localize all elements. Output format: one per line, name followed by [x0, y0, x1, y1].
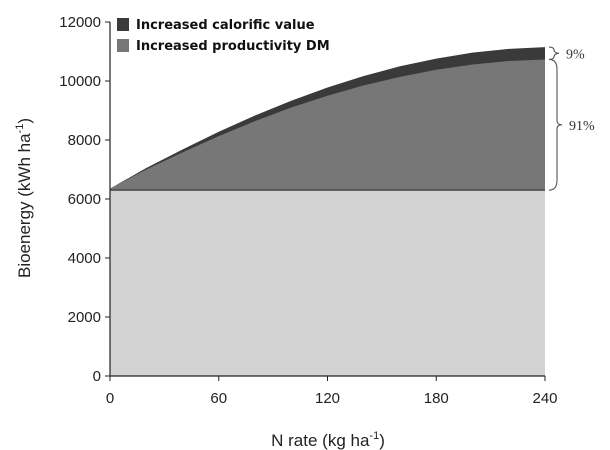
x-tick-label: 60 — [210, 390, 227, 407]
y-tick-label: 4000 — [68, 250, 101, 267]
annotation-label: 91% — [569, 119, 595, 134]
x-axis-title-superscript: -1 — [369, 430, 379, 442]
axes: 0 2000 4000 6000 8000 10000 12000 0 60 120 180 240 — [59, 14, 557, 407]
annotations: 9% 91% — [548, 46, 595, 191]
legend-swatch — [117, 18, 129, 31]
series-area-1 — [110, 59, 545, 191]
plot-area — [110, 47, 545, 376]
baseline-area — [110, 190, 545, 376]
legend-label: Increased calorific value — [136, 18, 315, 33]
y-tick-label: 12000 — [59, 14, 101, 31]
legend-swatch — [117, 39, 129, 52]
x-tick-label: 120 — [315, 390, 340, 407]
x-tick-label: 240 — [532, 390, 557, 407]
brace-1 — [548, 58, 563, 191]
brace-0 — [548, 46, 560, 61]
x-tick-label: 180 — [424, 390, 449, 407]
y-tick-label: 8000 — [68, 132, 101, 149]
y-tick-label: 10000 — [59, 73, 101, 90]
y-tick-label: 2000 — [68, 309, 101, 326]
y-tick-label: 0 — [93, 368, 101, 385]
y-axis-title-superscript: -1 — [14, 124, 26, 134]
legend: Increased calorific value Increased produ… — [117, 18, 330, 54]
y-tick-label: 6000 — [68, 191, 101, 208]
x-tick-label: 0 — [106, 390, 114, 407]
x-axis-title: N rate (kg ha-1) — [271, 430, 385, 450]
annotation-label: 9% — [566, 47, 585, 62]
y-axis-title: Bioenergy (kWh ha-1) — [14, 118, 34, 278]
legend-label: Increased productivity DM — [136, 39, 330, 54]
